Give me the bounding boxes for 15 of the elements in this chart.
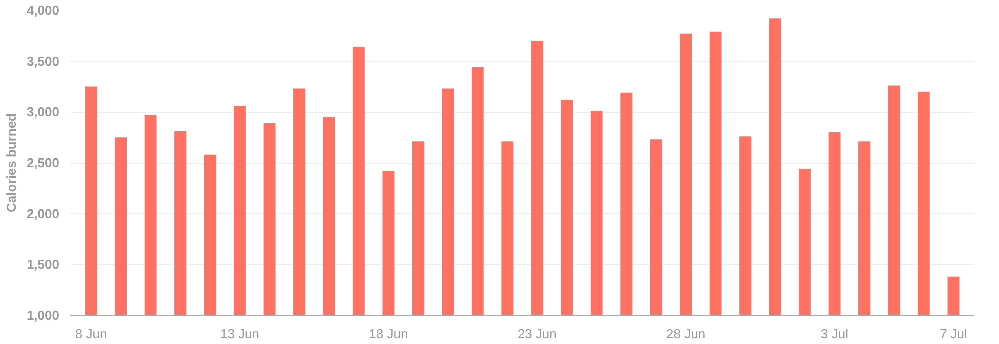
y-tick-label: 1,000: [26, 308, 60, 323]
y-tick-label: 3,500: [26, 54, 60, 69]
x-tick-label: 13 Jun: [220, 326, 260, 342]
x-tick-label: 8 Jun: [75, 326, 108, 342]
x-tick-label: 3 Jul: [821, 326, 849, 342]
y-tick-label: 3,000: [26, 104, 60, 120]
x-tick-label: 28 Jun: [666, 326, 706, 342]
y-tick-label: 1,500: [26, 257, 60, 272]
y-tick-label: 2,500: [26, 156, 60, 170]
y-tick-label: 2,000: [26, 206, 60, 222]
y-tick-label: 4,000: [26, 3, 60, 18]
x-tick-label: 18 Jun: [369, 326, 408, 342]
y-axis-title: Calories burned: [4, 113, 19, 212]
x-tick-label: 7 Jul: [940, 326, 968, 342]
x-tick-label: 23 Jun: [518, 326, 557, 342]
